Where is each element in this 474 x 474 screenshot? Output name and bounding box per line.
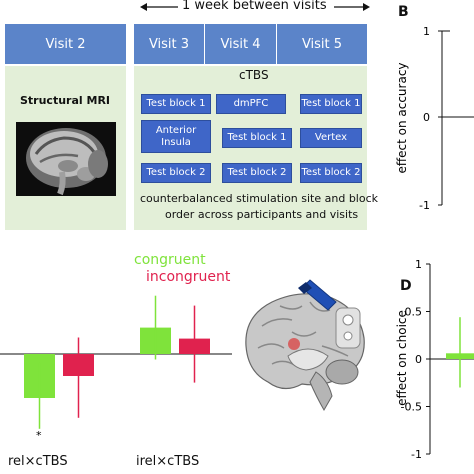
brain-stimulation-illustration: [245, 279, 365, 412]
legend-incongruent: incongruent: [146, 269, 231, 285]
counterbalance-line-2: order across participants and visits: [165, 208, 359, 221]
v5-block-2: Vertex: [300, 128, 362, 148]
chart-c-category-rel: rel×cTBS: [8, 454, 68, 469]
chart-b-ylabel: effect on accuracy: [395, 62, 409, 173]
v4-block-3: Test block 2: [222, 163, 292, 183]
chart-d-ylabel: effect on choice: [395, 310, 409, 406]
v5-block-3: Test block 2: [300, 163, 362, 183]
chart-b-tick-0: 0: [423, 111, 430, 124]
chart-d-tick-1: 0.5: [405, 306, 423, 319]
v3-block-3: Test block 2: [141, 163, 211, 183]
chart-b: 1 0 -1 effect on accuracy: [395, 25, 474, 212]
ctbs-label: cTBS: [239, 68, 269, 82]
v4-block-2: Test block 1: [222, 128, 292, 148]
v4-block-1: dmPFC: [216, 94, 286, 114]
v3-block-2-label: Anterior Insula: [155, 124, 197, 148]
chart-c: *: [0, 295, 232, 442]
chart-b-tick-1: 1: [423, 25, 430, 38]
timeline-label: 1 week between visits: [182, 0, 327, 13]
chart-d-tick-3: -0.5: [401, 401, 422, 414]
v5-block-1: Test block 1: [300, 94, 362, 114]
panel-letter-d: D: [400, 278, 412, 294]
structural-mri-label: Structural MRI: [20, 94, 111, 107]
legend-congruent: congruent: [134, 252, 206, 268]
significance-star: *: [36, 429, 42, 442]
v3-block-1: Test block 1: [141, 94, 211, 114]
timeline-arrow: [140, 3, 370, 11]
visit-5-header: Visit 5: [277, 24, 367, 64]
chart-d: effect on choice 1 0.5 0 -0.5 -1: [395, 258, 474, 461]
chart-d-tick-0: 1: [415, 258, 422, 271]
visit-4-header: Visit 4: [205, 24, 276, 64]
counterbalance-line-1: counterbalanced stimulation site and blo…: [140, 192, 379, 205]
chart-d-tick-4: -1: [411, 448, 422, 461]
chart-b-tick-neg1: -1: [419, 199, 430, 212]
visit-3-header: Visit 3: [134, 24, 204, 64]
panel-letter-b: B: [398, 4, 409, 20]
visit-2-header: Visit 2: [5, 24, 126, 64]
mri-scan-image: [16, 122, 116, 196]
v3-block-2: Anterior Insula: [141, 120, 211, 153]
chart-d-tick-2: 0: [415, 353, 422, 366]
chart-c-category-irel: irel×cTBS: [136, 454, 200, 469]
